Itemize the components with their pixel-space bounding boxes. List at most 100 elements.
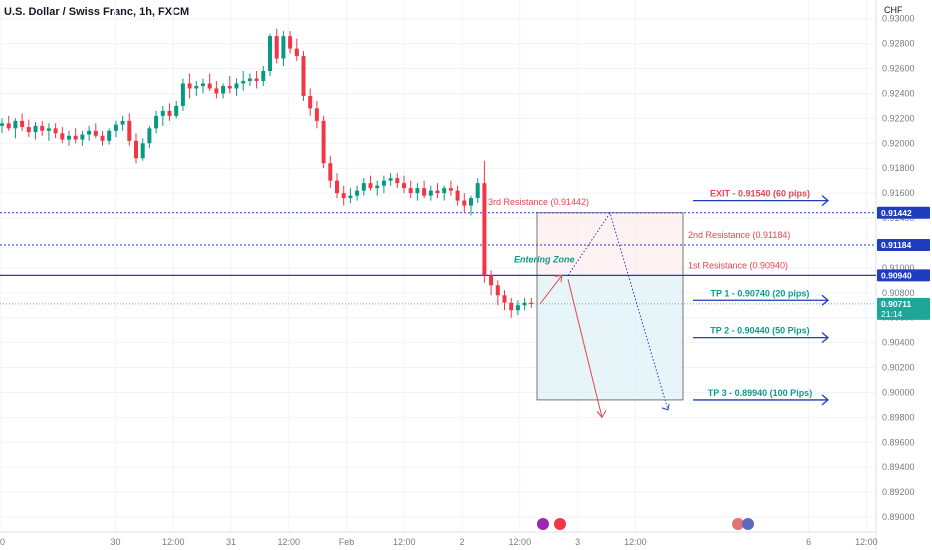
x-tick-label: 12:00: [393, 537, 416, 547]
target-arrow-0-head: [821, 195, 830, 207]
candle-body: [462, 200, 467, 206]
alt-projection-path: [567, 211, 669, 411]
candle-body: [495, 285, 500, 296]
resistance-1-label: 1st Resistance (0.90940): [688, 260, 788, 270]
candle-body: [341, 193, 346, 199]
candle-body: [381, 180, 386, 186]
candle-body: [489, 275, 494, 286]
candle-body: [67, 135, 71, 140]
candle-body: [53, 128, 58, 134]
alt-projection-head: [661, 403, 670, 411]
x-tick-label: 12:00: [624, 537, 647, 547]
candle-body: [435, 190, 440, 194]
candle-body: [127, 120, 132, 141]
candle-body: [261, 71, 266, 81]
candle-body: [87, 130, 92, 135]
candle-body: [428, 190, 433, 196]
y-tick-label: 0.90400: [882, 338, 915, 348]
tag-resistance-1: [877, 269, 930, 282]
candle-body: [174, 105, 179, 116]
candle-body: [180, 83, 185, 106]
x-tick-label: 3: [575, 537, 580, 547]
candle-body: [368, 183, 373, 189]
y-tick-label: 0.89000: [882, 512, 915, 522]
x-tick-label: 6: [806, 537, 811, 547]
candle-body: [254, 78, 259, 81]
currency-label: CHF: [884, 5, 903, 15]
candle-body: [20, 120, 25, 128]
tag-resistance-2: [877, 238, 930, 251]
candle-body: [234, 83, 239, 89]
candle-body: [154, 115, 159, 129]
y-tick-label: 0.89400: [882, 462, 915, 472]
tag-resistance-1-text: 0.90940: [881, 270, 912, 280]
y-tick-label: 0.91600: [882, 188, 915, 198]
candle-body: [247, 78, 252, 81]
candle-body: [227, 85, 232, 89]
candle-body: [509, 302, 514, 311]
x-tick-label: 00: [0, 537, 5, 547]
risk-zone-box: [537, 212, 683, 276]
x-tick-label: 12:00: [162, 537, 185, 547]
tag-current-price: 0.90711: [881, 299, 912, 309]
candle-body: [274, 36, 279, 59]
tag-resistance-3: [877, 206, 930, 219]
candle-body: [187, 83, 192, 89]
candle-body: [448, 188, 453, 191]
candle-body: [415, 188, 420, 194]
candle-body: [100, 135, 105, 141]
event-icon-us-flag-2[interactable]: [742, 518, 754, 530]
candle-body: [221, 85, 226, 94]
x-tick-label: 30: [111, 537, 121, 547]
candle-body: [0, 123, 4, 126]
tag-resistance-3-text: 0.91442: [881, 208, 912, 218]
candle-body: [93, 130, 98, 136]
candle-body: [214, 88, 219, 94]
candle-body: [147, 128, 152, 144]
projection-up-path: [539, 275, 563, 305]
candle-body: [140, 143, 145, 159]
candle-body: [515, 305, 520, 311]
candle-body: [201, 83, 205, 86]
tag-resistance-2-text: 0.91184: [881, 240, 912, 250]
y-tick-label: 0.90800: [882, 288, 915, 298]
candle-body: [469, 198, 473, 206]
candle-body: [314, 108, 319, 121]
candle-body: [375, 185, 380, 189]
candle-body: [321, 120, 326, 164]
target-label-0: EXIT - 0.91540 (60 pips): [710, 189, 810, 199]
candle-body: [335, 180, 339, 194]
candle-body: [33, 125, 38, 133]
candle-body: [522, 302, 527, 306]
candle-body: [308, 95, 313, 109]
y-tick-label: 0.89200: [882, 487, 915, 497]
candle-body: [388, 178, 393, 181]
reward-zone-box: [537, 275, 683, 400]
y-tick-label: 0.90200: [882, 363, 915, 373]
zone-border: [536, 212, 684, 401]
candle-body: [13, 120, 18, 129]
candle-body: [348, 195, 353, 199]
candle-body: [160, 110, 165, 116]
y-tick-label: 0.92200: [882, 113, 915, 123]
event-icon-flag[interactable]: [554, 518, 566, 530]
candle-body: [442, 188, 447, 194]
x-tick-label: 12:00: [855, 537, 878, 547]
candle-body: [241, 80, 246, 84]
y-tick-label: 0.92800: [882, 39, 915, 49]
candle-body: [422, 188, 427, 196]
candle-body: [281, 36, 286, 59]
candle-body: [294, 48, 299, 57]
y-tick-label: 0.91800: [882, 163, 915, 173]
candle-body: [120, 120, 125, 125]
y-tick-label: 0.89600: [882, 437, 915, 447]
target-label-2: TP 2 - 0.90440 (50 Pips): [710, 326, 809, 336]
candle-body: [475, 183, 480, 199]
event-icon-us-flag[interactable]: [732, 518, 744, 530]
y-tick-label: 0.89800: [882, 412, 915, 422]
candle-body: [301, 56, 306, 96]
entering-zone-label: Entering Zone: [514, 254, 575, 264]
event-icon-lightning[interactable]: [537, 518, 549, 530]
